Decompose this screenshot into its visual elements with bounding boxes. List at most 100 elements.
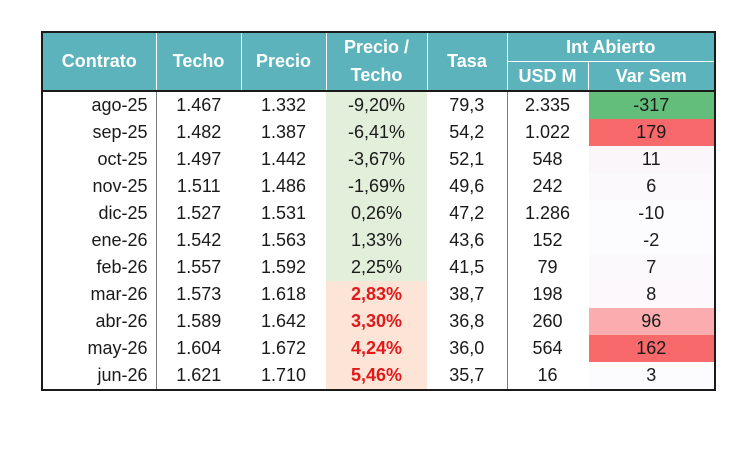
- cell-techo: 1.604: [176, 338, 222, 358]
- cell-usd-m: 242: [507, 173, 589, 200]
- cell-tasa: 35,7: [427, 362, 508, 390]
- cell-usd-m: 2.335: [507, 90, 589, 119]
- cell-usd-m: 16: [507, 362, 589, 390]
- cell-precio: 1.672: [260, 338, 307, 358]
- header-precio-techo-line1: Precio /: [326, 32, 428, 62]
- cell-tasa: 36,8: [427, 308, 508, 335]
- header-int-abierto: Int Abierto: [507, 32, 716, 62]
- cell-techo: 1.527: [176, 203, 222, 223]
- header-contrato: Contrato: [42, 32, 157, 91]
- table-body: ago-25 1.467 1.332 -9,20% 79,3 2.335 -317 sep-2…: [42, 90, 716, 390]
- table-row: ago-25 1.467 1.332 -9,20% 79,3 2.335 -317: [42, 90, 716, 119]
- cell-techo: 1.573: [176, 284, 222, 304]
- cell-contrato: ene-26: [42, 227, 157, 254]
- cell-precio-techo: 4,24%: [326, 335, 427, 362]
- cell-techo: 1.497: [176, 149, 222, 169]
- cell-tasa: 54,2: [427, 119, 508, 146]
- cell-precio: 1.387: [260, 122, 307, 142]
- cell-techo: 1.482: [176, 122, 222, 142]
- cell-techo: 1.542: [176, 230, 222, 250]
- cell-precio: 1.592: [260, 257, 307, 277]
- cell-usd-m: 1.022: [507, 119, 589, 146]
- cell-tasa: 52,1: [427, 146, 508, 173]
- cell-contrato: feb-26: [42, 254, 157, 281]
- cell-usd-m: 79: [507, 254, 589, 281]
- cell-precio: 1.486: [260, 176, 307, 196]
- cell-tasa: 47,2: [427, 200, 508, 227]
- table-row: sep-25 1.482 1.387 -6,41% 54,2 1.022 179: [42, 119, 716, 146]
- table-row: mar-26 1.573 1.618 2,83% 38,7 198 8: [42, 281, 716, 308]
- cell-precio-techo: 2,25%: [326, 254, 427, 281]
- cell-var-sem: 7: [588, 254, 716, 281]
- cell-contrato: oct-25: [42, 146, 157, 173]
- header-var-sem: Var Sem: [588, 61, 716, 91]
- cell-var-sem: -2: [588, 227, 716, 254]
- cell-contrato: mar-26: [42, 281, 157, 308]
- cell-contrato: jun-26: [42, 362, 157, 390]
- cell-var-sem: 6: [588, 173, 716, 200]
- cell-precio-techo: 0,26%: [326, 200, 427, 227]
- table-row: dic-25 1.527 1.531 0,26% 47,2 1.286 -10: [42, 200, 716, 227]
- cell-usd-m: 548: [507, 146, 589, 173]
- cell-techo: 1.621: [176, 365, 222, 385]
- cell-var-sem: 8: [588, 281, 716, 308]
- table-header: Contrato Techo Precio Precio / Tasa Int …: [42, 32, 716, 91]
- header-precio: Precio: [241, 32, 327, 91]
- header-precio-techo-line2: Techo: [326, 61, 428, 91]
- cell-precio: 1.332: [241, 90, 326, 119]
- table-row: oct-25 1.497 1.442 -3,67% 52,1 548 11: [42, 146, 716, 173]
- cell-usd-m: 564: [507, 335, 589, 362]
- cell-precio: 1.642: [260, 311, 307, 331]
- table-row: nov-25 1.511 1.486 -1,69% 49,6 242 6: [42, 173, 716, 200]
- futures-table: Contrato Techo Precio Precio / Tasa Int …: [41, 31, 717, 391]
- cell-var-sem: 96: [588, 308, 716, 335]
- cell-tasa: 49,6: [427, 173, 508, 200]
- cell-precio: 1.442: [260, 149, 307, 169]
- cell-contrato: ago-25: [42, 90, 157, 119]
- cell-precio: 1.563: [260, 230, 307, 250]
- cell-usd-m: 1.286: [507, 200, 589, 227]
- cell-precio-techo: -1,69%: [326, 173, 427, 200]
- table-row: feb-26 1.557 1.592 2,25% 41,5 79 7: [42, 254, 716, 281]
- cell-tasa: 41,5: [427, 254, 508, 281]
- header-techo: Techo: [156, 32, 242, 91]
- cell-usd-m: 198: [507, 281, 589, 308]
- cell-contrato: sep-25: [42, 119, 157, 146]
- cell-usd-m: 152: [507, 227, 589, 254]
- cell-precio-techo: 2,83%: [326, 281, 427, 308]
- cell-tasa: 38,7: [427, 281, 508, 308]
- header-tasa: Tasa: [427, 32, 508, 91]
- cell-contrato: dic-25: [42, 200, 157, 227]
- table-row: ene-26 1.542 1.563 1,33% 43,6 152 -2: [42, 227, 716, 254]
- cell-precio: 1.531: [260, 203, 307, 223]
- cell-var-sem: 179: [588, 119, 716, 146]
- cell-precio-techo: -6,41%: [326, 119, 427, 146]
- table-row: jun-26 1.621 1.710 5,46% 35,7 16 3: [42, 362, 716, 390]
- cell-techo: 1.557: [176, 257, 222, 277]
- table-row: abr-26 1.589 1.642 3,30% 36,8 260 96: [42, 308, 716, 335]
- cell-precio-techo: 1,33%: [326, 227, 427, 254]
- cell-contrato: may-26: [42, 335, 157, 362]
- cell-techo: 1.589: [176, 311, 222, 331]
- cell-tasa: 79,3: [427, 90, 508, 119]
- cell-techo: 1.467: [156, 90, 241, 119]
- cell-precio: 1.618: [260, 284, 307, 304]
- cell-precio-techo: 5,46%: [326, 362, 427, 390]
- cell-var-sem: -10: [588, 200, 716, 227]
- table-row: may-26 1.604 1.672 4,24% 36,0 564 162: [42, 335, 716, 362]
- cell-var-sem: 3: [588, 362, 716, 390]
- cell-tasa: 43,6: [427, 227, 508, 254]
- cell-precio-techo: 3,30%: [326, 308, 427, 335]
- cell-var-sem: 162: [588, 335, 716, 362]
- cell-techo: 1.511: [176, 176, 221, 196]
- cell-precio-techo: -3,67%: [326, 146, 427, 173]
- cell-var-sem: -317: [588, 90, 716, 119]
- cell-tasa: 36,0: [427, 335, 508, 362]
- cell-precio-techo: -9,20%: [326, 90, 427, 119]
- cell-var-sem: 11: [588, 146, 716, 173]
- cell-precio: 1.710: [260, 365, 307, 385]
- cell-usd-m: 260: [507, 308, 589, 335]
- cell-contrato: abr-26: [42, 308, 157, 335]
- cell-contrato: nov-25: [42, 173, 157, 200]
- header-usd-m: USD M: [507, 61, 589, 91]
